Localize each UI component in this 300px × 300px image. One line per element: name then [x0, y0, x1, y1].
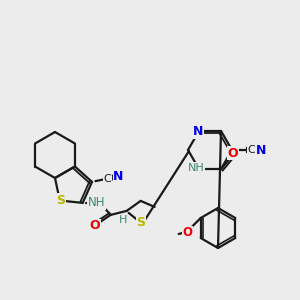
Text: O: O	[183, 226, 193, 239]
Text: O: O	[228, 147, 238, 160]
Text: NH: NH	[188, 163, 204, 173]
Text: H: H	[118, 215, 127, 225]
Text: O: O	[89, 219, 100, 232]
Text: C: C	[104, 174, 112, 184]
Text: S: S	[136, 216, 145, 230]
Text: N: N	[256, 143, 266, 157]
Text: NH: NH	[88, 196, 105, 209]
Text: N: N	[193, 125, 203, 138]
Text: S: S	[56, 194, 65, 207]
Text: C: C	[247, 145, 255, 155]
Text: N: N	[113, 170, 124, 183]
